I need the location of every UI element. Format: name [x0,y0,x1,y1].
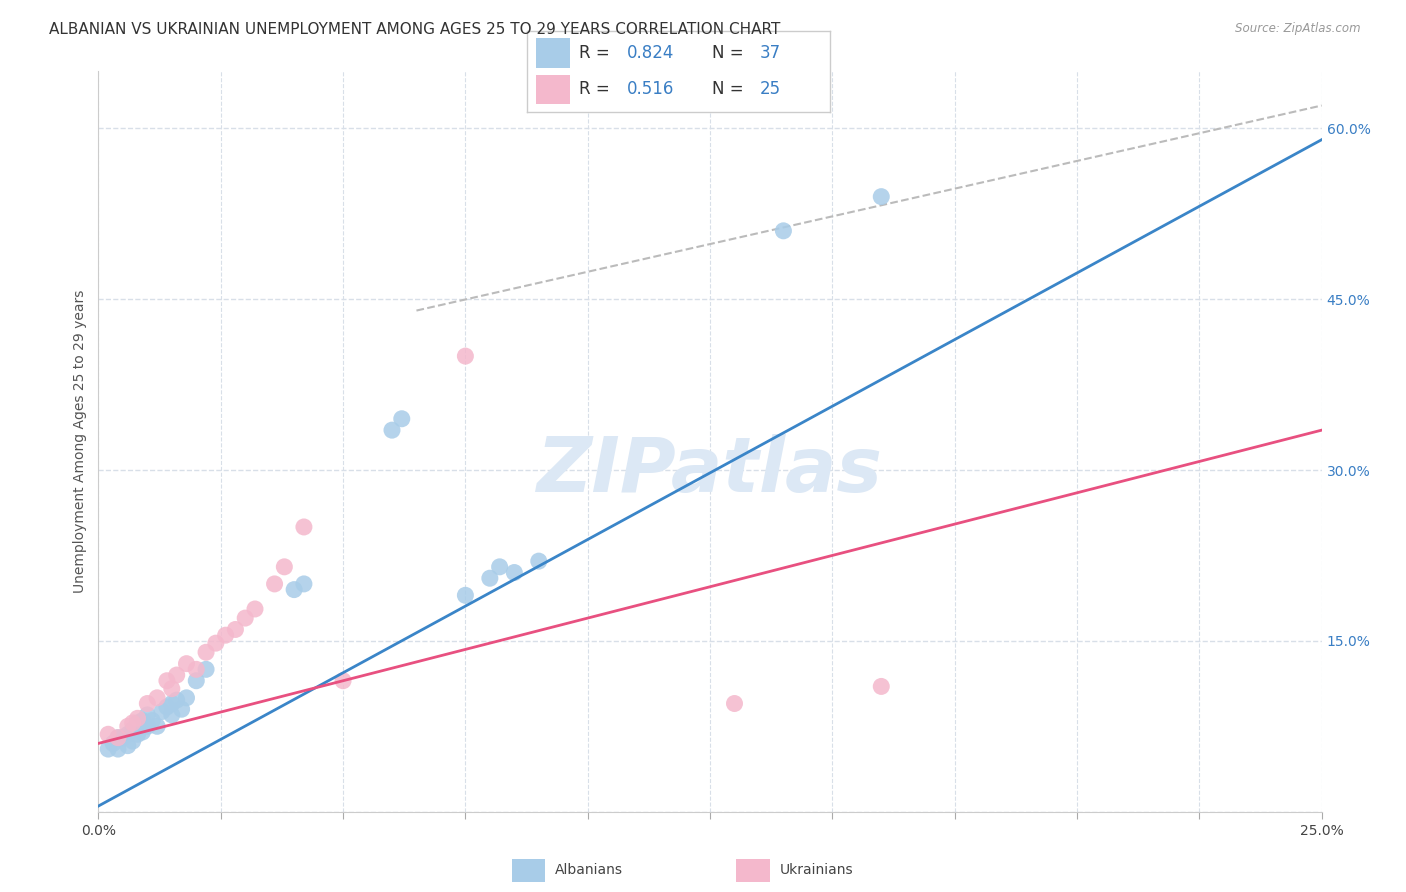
Text: Ukrainians: Ukrainians [779,863,853,877]
Point [166,668,188,682]
Point [131,714,153,728]
Point [224,623,246,637]
Point [332,673,354,688]
Point [243,602,266,616]
Point [176,690,198,705]
Text: R =: R = [579,45,614,62]
Point [127,727,149,741]
Text: N =: N = [711,80,748,98]
Text: Source: ZipAtlas.com: Source: ZipAtlas.com [1236,22,1361,36]
Point [292,577,315,591]
Point [195,645,218,659]
Point [870,189,893,203]
Point [121,715,143,730]
Text: 0.824: 0.824 [627,45,675,62]
Point [160,681,183,696]
Point [195,662,218,676]
Point [233,611,256,625]
Point [117,739,139,753]
Point [136,697,159,711]
Point [205,636,228,650]
Text: R =: R = [579,80,614,98]
Text: ALBANIAN VS UKRAINIAN UNEMPLOYMENT AMONG AGES 25 TO 29 YEARS CORRELATION CHART: ALBANIAN VS UKRAINIAN UNEMPLOYMENT AMONG… [49,22,780,37]
Point [121,734,143,748]
Bar [512,859,546,882]
Point [107,742,129,756]
Point [146,690,169,705]
Point [160,697,183,711]
Point [136,719,159,733]
Point [176,657,198,671]
Point [527,554,550,568]
Point [283,582,305,597]
Point [160,707,183,722]
Point [97,742,120,756]
Point [186,673,208,688]
Point [186,662,208,676]
Text: 0.516: 0.516 [627,80,675,98]
Point [503,566,526,580]
Point [156,673,179,688]
Point [772,224,794,238]
Point [127,711,149,725]
Text: 37: 37 [761,45,782,62]
Text: ZIPatlas: ZIPatlas [537,434,883,508]
Y-axis label: Unemployment Among Ages 25 to 29 years: Unemployment Among Ages 25 to 29 years [73,290,87,593]
Bar [536,75,569,104]
Point [723,697,745,711]
Point [170,702,193,716]
Point [214,628,236,642]
Point [166,693,188,707]
Point [263,577,285,591]
Point [136,707,159,722]
Point [141,714,163,728]
Point [117,727,139,741]
Point [97,727,120,741]
Point [127,715,149,730]
Point [107,731,129,745]
Point [381,423,404,437]
Point [454,588,477,602]
Point [488,559,510,574]
Point [117,719,139,733]
Point [478,571,501,585]
Point [111,731,134,745]
Bar [737,859,770,882]
Point [156,700,179,714]
Point [273,559,295,574]
Text: 25: 25 [761,80,782,98]
Point [121,723,143,737]
Point [107,731,129,745]
Point [870,680,893,694]
Text: Albanians: Albanians [555,863,623,877]
Bar [536,38,569,68]
Point [454,349,477,363]
Point [101,736,124,750]
Point [391,411,413,425]
Point [146,719,169,733]
Point [292,520,315,534]
Text: N =: N = [711,45,748,62]
Point [150,705,173,719]
Point [131,725,153,739]
